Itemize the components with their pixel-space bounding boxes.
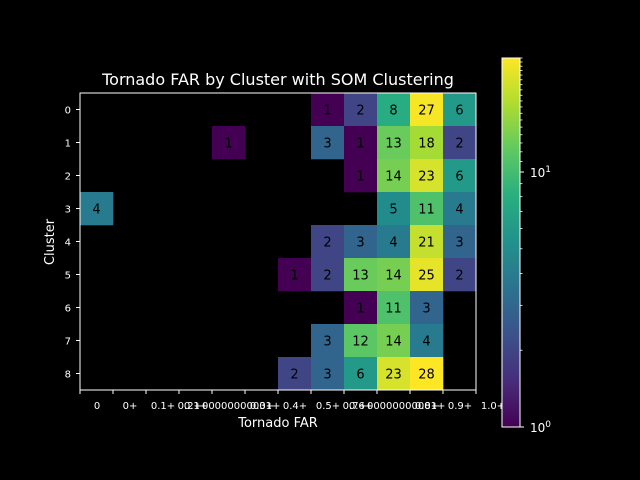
cell-value-label: 1 <box>290 269 298 284</box>
cell-value-label: 2 <box>323 269 331 284</box>
y-tick-label: 8 <box>65 370 71 381</box>
cell-value-label: 27 <box>418 104 435 119</box>
cell-value-label: 2 <box>290 368 298 383</box>
cell-value-label: 2 <box>455 269 463 284</box>
cell-value-label: 4 <box>422 335 430 350</box>
chart-title: Tornado FAR by Cluster with SOM Clusteri… <box>101 70 454 89</box>
colorbar <box>502 58 520 427</box>
y-tick-label: 3 <box>65 205 71 216</box>
cell-value-label: 1 <box>323 104 331 119</box>
cell-value-label: 4 <box>389 236 397 251</box>
x-tick-label: 0 <box>94 401 100 412</box>
cell-value-label: 11 <box>385 302 402 317</box>
x-tick-label: 0.8+ <box>415 401 439 412</box>
cell-value-label: 5 <box>389 203 397 218</box>
x-tick-label: 0+ <box>123 401 138 412</box>
x-tick-label: 0.4+ <box>283 401 307 412</box>
cell-value-label: 2 <box>323 236 331 251</box>
y-tick-label: 4 <box>65 238 71 249</box>
cell-value-label: 4 <box>455 203 463 218</box>
cell-value-label: 6 <box>455 104 463 119</box>
cell-value-label: 1 <box>356 302 364 317</box>
cell-value-label: 2 <box>356 104 364 119</box>
cell-value-label: 21 <box>418 236 435 251</box>
cell-value-label: 3 <box>323 368 331 383</box>
x-axis-label: Tornado FAR <box>237 416 318 431</box>
y-tick-label: 6 <box>65 304 71 315</box>
cell-value-label: 28 <box>418 368 435 383</box>
cell-value-label: 14 <box>385 269 402 284</box>
cell-value-label: 3 <box>323 137 331 152</box>
y-tick-label: 7 <box>65 337 71 348</box>
x-tick-label: 0.5+ <box>316 401 340 412</box>
cell-value-label: 3 <box>356 236 364 251</box>
cell-value-label: 1 <box>224 137 232 152</box>
cell-value-label: 2 <box>455 137 463 152</box>
cell-value-label: 8 <box>389 104 397 119</box>
cell-value-label: 6 <box>356 368 364 383</box>
cell-value-label: 12 <box>352 335 369 350</box>
x-tick-label: 0.1+ <box>151 401 175 412</box>
x-tick-label: 0.3+ <box>250 401 274 412</box>
y-tick-label: 2 <box>65 172 71 183</box>
cell-value-label: 4 <box>92 203 100 218</box>
cell-value-label: 11 <box>418 203 435 218</box>
cell-value-label: 14 <box>385 170 402 185</box>
cell-value-label: 6 <box>455 170 463 185</box>
y-tick-label: 0 <box>65 106 71 117</box>
cell-value-label: 14 <box>385 335 402 350</box>
cell-value-label: 23 <box>385 368 402 383</box>
y-tick-label: 1 <box>65 139 71 150</box>
cell-value-label: 23 <box>418 170 435 185</box>
y-tick-label: 5 <box>65 271 71 282</box>
cell-value-label: 3 <box>455 236 463 251</box>
cell-value-label: 3 <box>323 335 331 350</box>
cell-value-label: 18 <box>418 137 435 152</box>
cell-value-label: 13 <box>352 269 369 284</box>
cell-value-label: 25 <box>418 269 435 284</box>
cell-value-label: 1 <box>356 137 364 152</box>
x-tick-label: 0.9+ <box>448 401 472 412</box>
y-axis-label: Cluster <box>43 218 58 265</box>
cell-value-label: 1 <box>356 170 364 185</box>
cell-value-label: 13 <box>385 137 402 152</box>
cell-value-label: 3 <box>422 302 430 317</box>
